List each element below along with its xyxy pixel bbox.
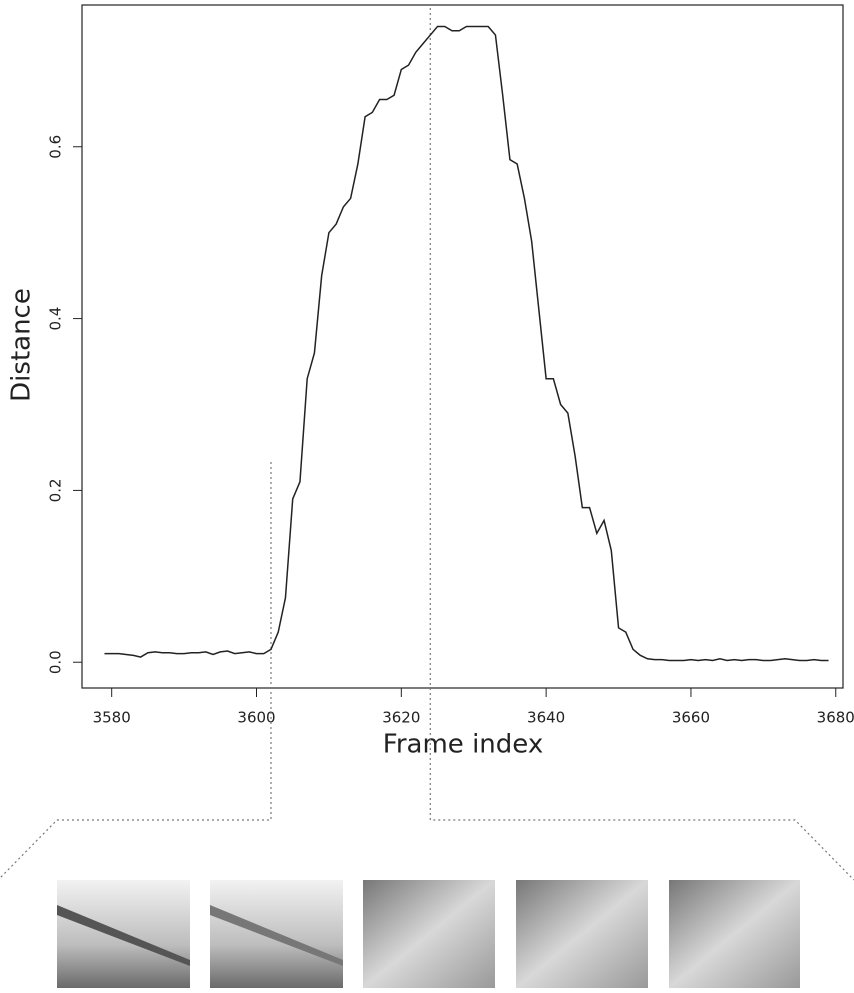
x-tick-label: 3600 — [237, 709, 275, 727]
x-tick-label: 3660 — [672, 709, 710, 727]
x-axis-title: Frame index — [383, 730, 543, 760]
data-line — [104, 25, 829, 662]
y-tick-label: 0.4 — [47, 307, 65, 331]
thumbnail — [516, 880, 648, 988]
thumbnail-detail — [210, 905, 343, 966]
x-tick-label: 3680 — [817, 709, 854, 727]
connector — [0, 462, 272, 879]
x-tick-label: 3640 — [527, 709, 565, 727]
thumbnails — [57, 880, 800, 988]
thumbnail-detail — [57, 905, 190, 966]
y-tick-label: 0.0 — [47, 650, 65, 674]
connector — [429, 8, 854, 881]
y-tick-label: 0.6 — [47, 135, 65, 159]
y-tick-label: 0.2 — [47, 478, 65, 502]
y-axis-title: Distance — [7, 288, 37, 402]
x-tick-label: 3620 — [382, 709, 420, 727]
x-tick-label: 3580 — [93, 709, 131, 727]
thumbnail — [669, 880, 800, 988]
plot-frame — [81, 4, 844, 689]
thumbnail — [363, 880, 495, 988]
